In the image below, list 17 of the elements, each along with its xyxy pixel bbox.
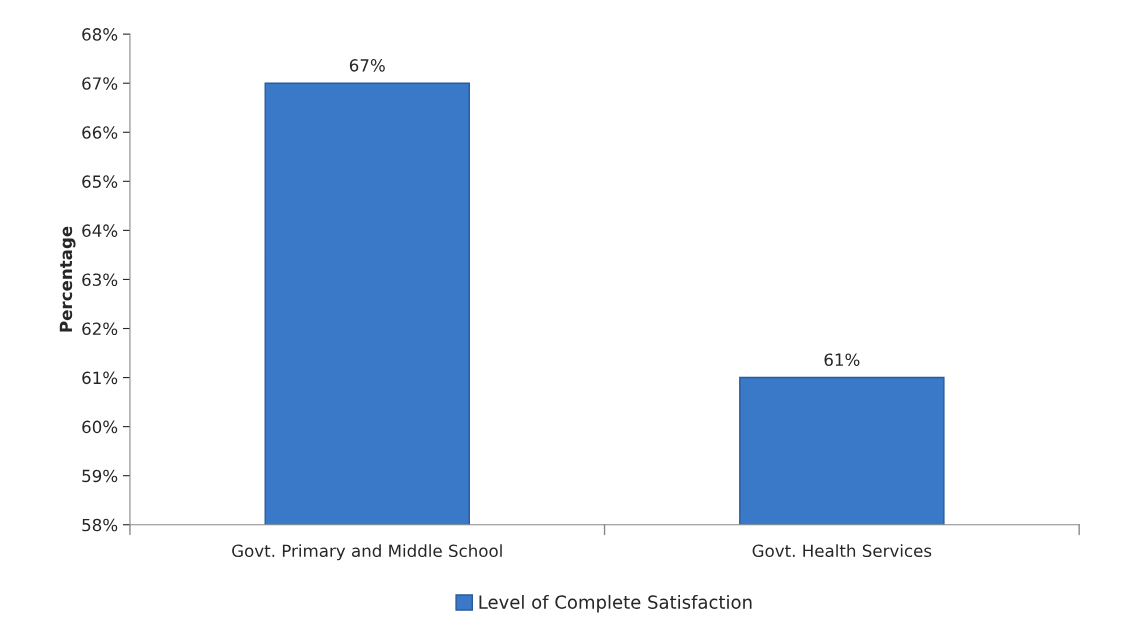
y-tick-label: 67%: [82, 77, 118, 90]
y-tick-label: 66%: [82, 126, 118, 139]
y-tick-label: 58%: [82, 518, 118, 532]
y-axis-title: Percentage: [59, 226, 76, 332]
y-tick-label: 64%: [82, 224, 118, 237]
y-tick-label: 61%: [82, 371, 118, 385]
y-tick-label: 68%: [82, 28, 118, 41]
data-label: 61%: [824, 353, 860, 367]
legend-label: Level of Complete Satisfaction: [479, 594, 752, 613]
y-tick-label: 63%: [82, 273, 118, 287]
y-tick-label: 65%: [82, 175, 118, 188]
y-tick-label: 60%: [82, 420, 118, 434]
data-label: 67%: [349, 59, 385, 72]
x-tick-label: Govt. Health Services: [752, 544, 932, 558]
x-tick-label: Govt. Primary and Middle School: [232, 544, 502, 561]
y-tick-label: 59%: [82, 469, 118, 483]
y-tick-label: 62%: [82, 322, 118, 336]
